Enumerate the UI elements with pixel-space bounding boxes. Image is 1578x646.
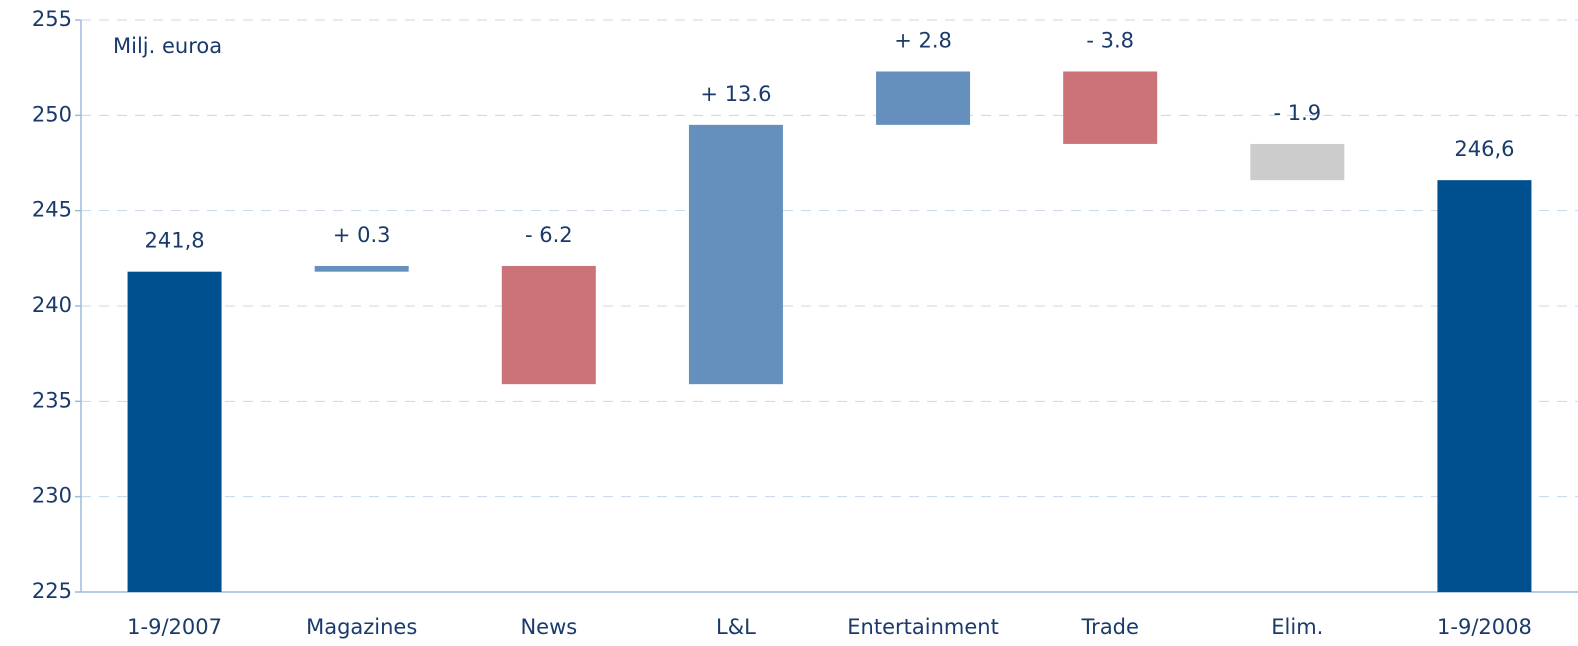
y-tick-label: 230 [32, 484, 72, 508]
x-tick-label: Trade [1080, 615, 1139, 639]
y-tick-label: 250 [32, 102, 72, 126]
bar [1063, 71, 1158, 144]
value-label: - 1.9 [1273, 101, 1321, 125]
x-tick-label: Elim. [1271, 615, 1323, 639]
x-tick-label: Magazines [306, 615, 417, 639]
bar [688, 124, 783, 385]
x-tick-label: Entertainment [847, 615, 999, 639]
bar [501, 265, 596, 385]
value-label: + 0.3 [333, 223, 391, 247]
bar [876, 71, 971, 125]
value-label: - 3.8 [1086, 28, 1134, 52]
x-tick-label: L&L [716, 615, 756, 639]
y-tick-label: 255 [32, 7, 72, 31]
value-label: 241,8 [145, 229, 205, 253]
value-label: - 6.2 [525, 223, 573, 247]
x-tick-label: 1-9/2007 [127, 615, 222, 639]
annotation: Milj. euroa [113, 34, 222, 58]
bar [314, 265, 409, 272]
y-tick-label: 240 [32, 293, 72, 317]
y-tick-label: 245 [32, 198, 72, 222]
x-tick-label: 1-9/2008 [1437, 615, 1532, 639]
value-label: + 13.6 [700, 82, 771, 106]
bar [1437, 180, 1532, 592]
value-label: 246,6 [1454, 137, 1514, 161]
y-tick-label: 225 [32, 579, 72, 603]
x-tick-label: News [520, 615, 577, 639]
value-label: + 2.8 [894, 28, 952, 52]
y-tick-label: 235 [32, 388, 72, 412]
bar [1250, 143, 1345, 181]
bar [127, 271, 222, 592]
